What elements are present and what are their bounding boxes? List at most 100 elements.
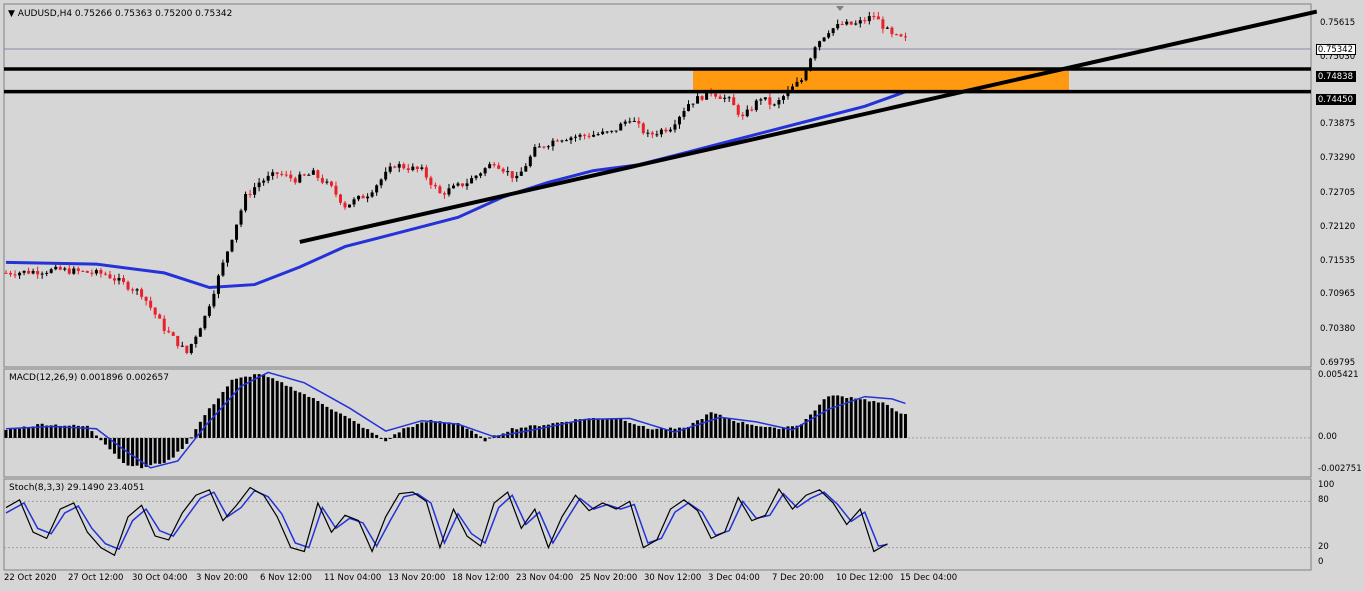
candle-body — [361, 195, 365, 199]
candle — [289, 170, 293, 182]
macd-bar — [162, 437, 166, 463]
symbol-ohlc-label: AUDUSD,H4 0.75266 0.75363 0.75200 0.7534… — [17, 9, 233, 19]
drawn-lines-layer[interactable] — [4, 9, 1318, 244]
macd-bar — [103, 437, 107, 445]
macd-bar — [131, 437, 135, 467]
candle — [225, 251, 229, 267]
candle-body — [650, 132, 654, 135]
candle-body — [727, 97, 731, 99]
macd-bar — [167, 437, 171, 460]
macd-bar — [81, 426, 85, 438]
time-tick-label: 10 Dec 12:00 — [836, 573, 894, 583]
candle — [614, 130, 618, 133]
candle — [687, 100, 691, 112]
macd-bar — [424, 422, 428, 438]
macd-bar — [90, 431, 94, 438]
candle-body — [266, 175, 270, 181]
candle-body — [203, 315, 207, 329]
candle-body — [144, 296, 148, 301]
candle — [158, 313, 162, 319]
price-tick-label: 0.73290 — [1320, 153, 1356, 164]
macd-bar — [578, 419, 582, 438]
candle-body — [162, 318, 166, 331]
candle-body — [574, 136, 578, 138]
candle — [727, 95, 731, 102]
candle-body — [772, 104, 776, 106]
macd-bar — [348, 418, 352, 438]
candle — [442, 191, 446, 199]
candle — [424, 164, 428, 181]
triangle-down-icon[interactable]: ▼ — [8, 9, 15, 19]
macd-bar — [610, 418, 614, 438]
candle-body — [741, 114, 745, 117]
macd-bar — [99, 437, 103, 441]
candle — [474, 174, 478, 181]
candle — [759, 97, 763, 105]
candle — [81, 270, 85, 272]
macd-bar — [307, 396, 311, 438]
candle-body — [637, 120, 641, 124]
macd-bar — [293, 390, 297, 438]
candle — [397, 161, 401, 173]
candle-body — [813, 47, 817, 59]
candle-body — [9, 272, 13, 275]
candle-body — [867, 16, 871, 22]
price-tick-label: 0.75615 — [1320, 17, 1356, 28]
candle-body — [800, 80, 804, 82]
candle-body — [809, 58, 813, 71]
macd-bar — [813, 410, 817, 438]
candle-body — [700, 96, 704, 100]
candle — [881, 16, 885, 34]
candle — [655, 130, 659, 138]
macd-tick-label: -0.002751 — [1318, 463, 1362, 474]
candle — [411, 163, 415, 172]
candle — [99, 267, 103, 278]
candle-body — [619, 123, 623, 131]
macd-bar — [655, 428, 659, 438]
candle-body — [854, 23, 858, 25]
candle-body — [759, 99, 763, 101]
time-tick-label: 25 Nov 20:00 — [580, 573, 638, 583]
candle — [40, 271, 44, 279]
candle — [244, 191, 248, 213]
candle — [763, 97, 767, 101]
time-tick-label: 27 Oct 12:00 — [68, 573, 124, 583]
macd-bar — [302, 394, 306, 438]
candle — [465, 178, 469, 190]
macd-bar — [479, 436, 483, 438]
scroll-marker-icon[interactable] — [836, 6, 844, 11]
candle — [831, 27, 835, 36]
macd-bar — [257, 374, 261, 438]
candle-body — [750, 109, 754, 111]
candle-body — [583, 134, 587, 136]
candle — [393, 165, 397, 169]
candle — [45, 270, 49, 277]
macd-bar — [768, 426, 772, 438]
candle-body — [465, 183, 469, 187]
stoch-tick-label: 80 — [1318, 495, 1329, 506]
candle — [583, 133, 587, 140]
macd-bar — [894, 411, 898, 438]
candle-body — [537, 146, 541, 148]
candle-body — [668, 129, 672, 132]
time-tick-label: 7 Dec 20:00 — [772, 573, 824, 583]
candle — [795, 77, 799, 88]
macd-bar — [583, 419, 587, 438]
candle — [320, 174, 324, 185]
candle — [406, 163, 410, 173]
candle — [497, 162, 501, 170]
candle-body — [718, 96, 722, 99]
macd-bar — [781, 427, 785, 438]
macd-bar — [438, 421, 442, 438]
candle — [628, 117, 632, 124]
candle — [171, 331, 175, 337]
macd-bar — [754, 425, 758, 438]
candle-body — [628, 121, 632, 123]
macd-signal-line — [5, 371, 906, 469]
macd-bar — [244, 376, 248, 438]
macd-bar — [45, 425, 49, 438]
price-tick-label: 0.70380 — [1320, 323, 1356, 334]
candle — [4, 270, 8, 274]
candle-body — [379, 179, 383, 186]
